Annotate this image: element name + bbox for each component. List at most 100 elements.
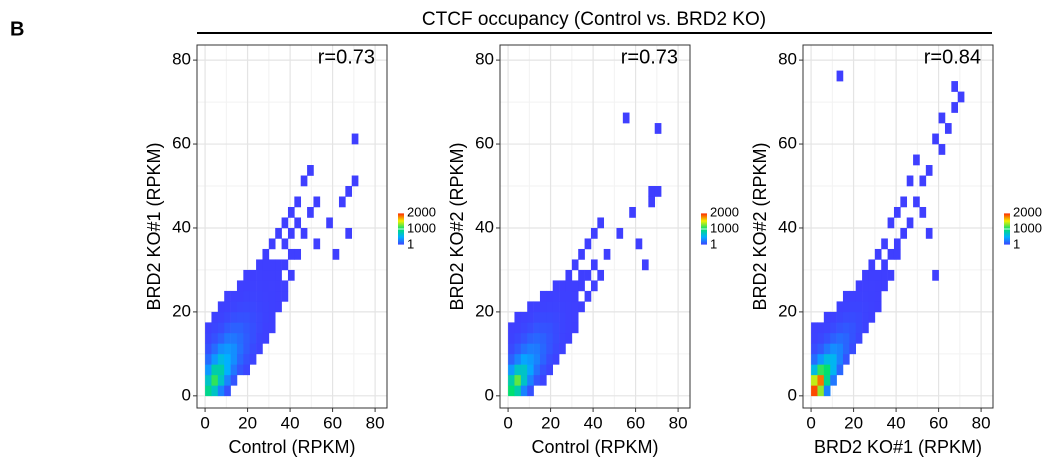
bin-cell (224, 311, 231, 323)
bin-cell (811, 332, 818, 344)
bin-cell (849, 322, 857, 334)
x-tick-label: 20 (238, 413, 257, 432)
bin-cell (862, 269, 869, 281)
bin-cell (533, 301, 541, 313)
bin-cell (559, 322, 566, 334)
bin-cell (508, 385, 515, 397)
bin-cell (811, 385, 818, 397)
bin-cell (268, 290, 276, 302)
bin-cell (262, 259, 270, 271)
bin-cell (230, 374, 238, 386)
bin-cell (887, 248, 895, 260)
bin-cell (508, 322, 515, 334)
bin-cell (520, 311, 528, 323)
bin-cell (919, 175, 927, 187)
bin-cell (217, 301, 225, 313)
bin-cell (268, 280, 276, 292)
bin-cell (224, 385, 231, 397)
bin-cell (508, 374, 515, 386)
bin-cell (546, 311, 554, 323)
bin-cell (217, 332, 225, 344)
bin-cell (224, 343, 231, 355)
bin-cell (281, 280, 289, 292)
bin-cell (817, 343, 825, 355)
bin-cell (849, 343, 857, 355)
plot-border (196, 44, 388, 409)
bin-cell (256, 322, 263, 334)
x-tick-label: 0 (200, 413, 209, 432)
y-tick-label: 20 (172, 301, 191, 320)
bin-cell (823, 322, 831, 334)
bin-cell (597, 217, 605, 229)
bin-cell (287, 248, 295, 260)
bin-cell (855, 301, 863, 313)
bin-cell (849, 332, 857, 344)
bin-cell (243, 353, 251, 365)
bin-cell (629, 206, 636, 218)
bin-cell (925, 165, 933, 176)
bin-cell (578, 280, 585, 292)
bin-cell (256, 301, 263, 313)
bin-cell (230, 364, 238, 376)
bin-cell (641, 259, 649, 271)
annotation: r=0.73 (318, 46, 375, 68)
bin-cell (855, 311, 863, 323)
bin-cell (514, 353, 522, 365)
colorbar-label: 1 (1013, 236, 1020, 251)
bin-cell (256, 343, 263, 355)
bin-cell (881, 259, 888, 271)
bin-cell (230, 301, 238, 313)
bin-cell (243, 322, 251, 334)
bin-cell (559, 280, 566, 292)
bin-cell (868, 280, 876, 292)
bin-cell (823, 385, 831, 397)
bin-cell (345, 227, 353, 239)
bin-cell (236, 311, 244, 323)
bin-cell (919, 206, 927, 218)
y-tick-label: 60 (778, 134, 797, 153)
bin-cell (862, 311, 869, 323)
bin-cell (893, 248, 901, 260)
bin-cell (520, 322, 528, 334)
bin-cell (262, 322, 270, 334)
y-tick-label: 40 (172, 217, 191, 236)
bin-cell (262, 332, 270, 344)
bin-cell (262, 301, 270, 313)
bin-cell (842, 322, 850, 334)
bin-cell (268, 259, 276, 271)
bin-cell (565, 332, 573, 344)
bin-cell (811, 353, 818, 365)
bin-cell (862, 322, 869, 334)
bin-cell (211, 385, 219, 397)
bin-cell (508, 343, 515, 355)
bin-cell (294, 248, 302, 260)
x-tick-label: 60 (929, 413, 948, 432)
bin-cell (514, 364, 522, 376)
bin-cell (862, 290, 869, 302)
bin-cell (275, 280, 282, 292)
bin-cell (243, 269, 251, 281)
bin-cell (597, 269, 605, 281)
colorbar-label: 1000 (1013, 220, 1042, 235)
bin-cell (294, 217, 302, 229)
bin-cell (539, 311, 547, 323)
bin-cell (836, 364, 844, 376)
bin-cell (817, 385, 825, 397)
bin-cell (836, 311, 844, 323)
y-tick-label: 0 (485, 385, 494, 404)
bin-cell (249, 290, 257, 302)
bin-cell (514, 311, 522, 323)
bin-cell (830, 374, 837, 386)
bin-cell (546, 343, 554, 355)
colorbar-label: 1000 (710, 220, 739, 235)
bin-cell (326, 217, 333, 229)
bin-cell (236, 353, 244, 365)
colorbar-label: 1 (710, 236, 717, 251)
bin-cell (823, 332, 831, 344)
y-tick-label: 60 (475, 134, 494, 153)
bin-cell (868, 311, 876, 323)
bin-cell (224, 322, 231, 334)
x-tick-label: 60 (323, 413, 342, 432)
bin-cell (823, 343, 831, 355)
